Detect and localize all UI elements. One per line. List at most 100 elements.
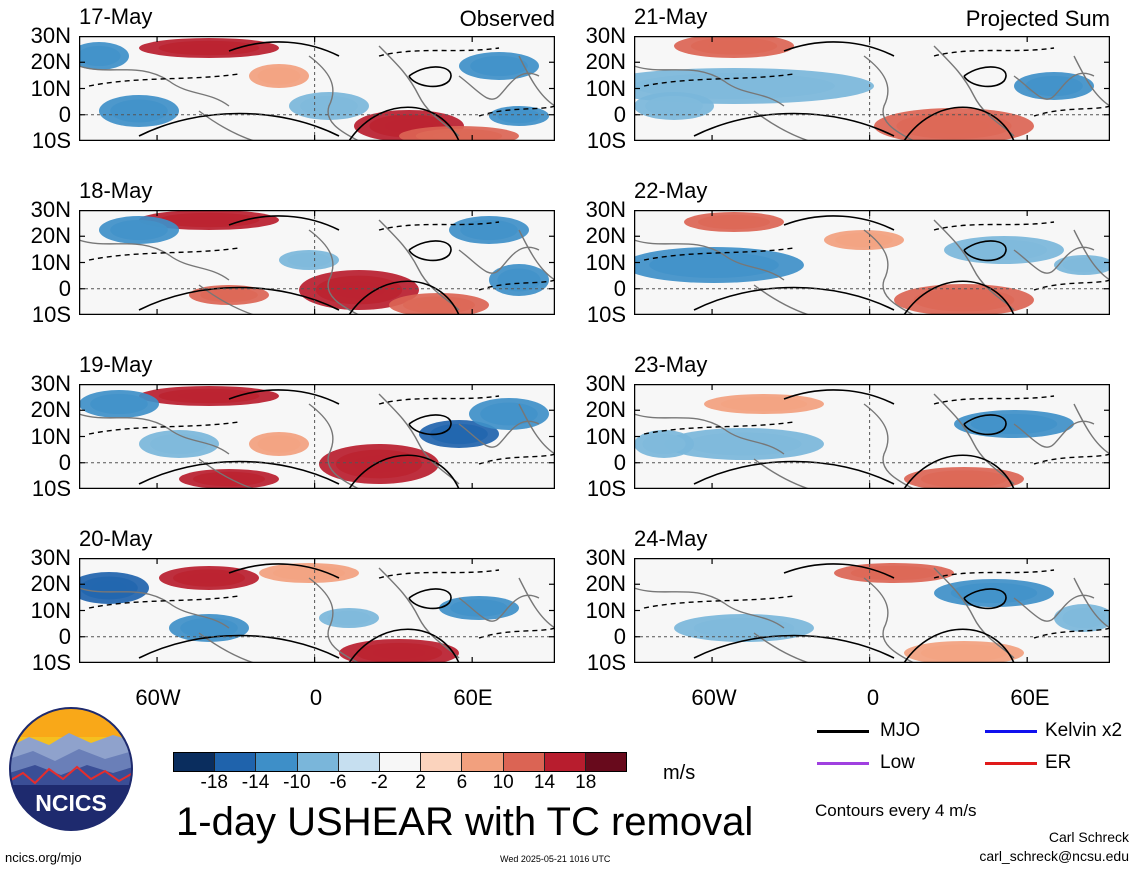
lat-label: 20N bbox=[30, 49, 71, 75]
contour-note: Contours every 4 m/s bbox=[815, 801, 977, 820]
colorbar-segment bbox=[421, 753, 463, 771]
units-label: m/s bbox=[663, 762, 696, 784]
lat-label: 10S bbox=[31, 650, 71, 675]
shear-map bbox=[634, 558, 1110, 663]
logo-text: NCICS bbox=[35, 790, 107, 816]
lat-label: 10N bbox=[585, 597, 626, 623]
colorbar-segment bbox=[256, 753, 298, 771]
lat-label: 30N bbox=[585, 197, 626, 222]
legend-line-low bbox=[817, 762, 869, 765]
lat-label: 10N bbox=[30, 75, 71, 101]
lat-label: 10S bbox=[31, 128, 71, 153]
colorbar-tick-label: 2 bbox=[415, 772, 426, 793]
lat-label: 30N bbox=[30, 545, 71, 570]
lat-label: 20N bbox=[585, 49, 626, 75]
colorbar-segment bbox=[338, 753, 380, 771]
lat-label: 10N bbox=[30, 423, 71, 449]
lat-label: 20N bbox=[585, 223, 626, 249]
panel-date-label: 17-May bbox=[79, 4, 153, 29]
lat-label: 10N bbox=[585, 249, 626, 275]
lat-label: 30N bbox=[585, 545, 626, 570]
panel-corner-label: Observed bbox=[459, 6, 555, 31]
shear-map bbox=[634, 210, 1110, 315]
lat-label: 20N bbox=[30, 223, 71, 249]
lon-label-60e: 60E bbox=[1010, 685, 1050, 710]
legend-line-kelvin bbox=[985, 730, 1037, 733]
lat-label: 10N bbox=[30, 597, 71, 623]
colorbar-tick-label: 14 bbox=[533, 772, 556, 793]
lat-label: 10S bbox=[31, 302, 71, 327]
map-panel bbox=[79, 210, 555, 315]
lat-label: 0 bbox=[613, 449, 626, 475]
colorbar-segment bbox=[379, 753, 422, 771]
lat-label: 10S bbox=[586, 302, 626, 327]
panel-date-label: 20-May bbox=[79, 526, 153, 551]
colorbar-tick-label: -2 bbox=[370, 772, 388, 793]
map-panel bbox=[79, 558, 555, 663]
shear-map bbox=[634, 384, 1110, 489]
colorbar-tick-label: 18 bbox=[575, 772, 597, 793]
colorbar-segment bbox=[174, 753, 216, 771]
lat-label: 0 bbox=[58, 623, 71, 649]
lon-label-0: 0 bbox=[309, 685, 323, 710]
lat-label: 10S bbox=[586, 650, 626, 675]
panel-date-label: 21-May bbox=[634, 4, 708, 29]
lat-label: 30N bbox=[30, 371, 71, 396]
shear-map bbox=[79, 36, 555, 141]
shear-map bbox=[634, 36, 1110, 141]
lat-label: 20N bbox=[585, 397, 626, 423]
lat-label: 10N bbox=[585, 423, 626, 449]
panel-corner-label: Projected Sum bbox=[965, 6, 1110, 31]
site-url: ncics.org/mjo bbox=[5, 850, 82, 865]
panel-date-label: 24-May bbox=[634, 526, 708, 551]
lat-label: 30N bbox=[30, 197, 71, 222]
colorbar-tick-label: -10 bbox=[283, 772, 311, 793]
colorbar-tick-label: -14 bbox=[241, 772, 270, 793]
lat-label: 30N bbox=[585, 23, 626, 48]
lat-label: 0 bbox=[58, 275, 71, 301]
colorbar-tick-label: -6 bbox=[329, 772, 347, 793]
lon-label-60e: 60E bbox=[453, 685, 493, 710]
legend-label-low: Low bbox=[880, 752, 915, 773]
legend-label-mjo: MJO bbox=[880, 720, 921, 741]
lat-label: 10S bbox=[586, 476, 626, 501]
lat-label: 20N bbox=[30, 571, 71, 597]
shear-map bbox=[79, 558, 555, 663]
shear-map bbox=[79, 210, 555, 315]
lon-label-0: 0 bbox=[866, 685, 880, 710]
lat-label: 10N bbox=[585, 75, 626, 101]
colorbar-tick-label: -18 bbox=[200, 772, 228, 793]
colorbar bbox=[173, 752, 627, 772]
panel-date-label: 18-May bbox=[79, 178, 153, 203]
map-panel bbox=[634, 558, 1110, 663]
legend-label-kelvin: Kelvin x2 bbox=[1045, 720, 1123, 741]
colorbar-tick-label: 10 bbox=[492, 772, 514, 793]
lat-label: 30N bbox=[30, 23, 71, 48]
colorbar-segment bbox=[297, 753, 339, 771]
map-panel bbox=[634, 384, 1110, 489]
lat-label: 10S bbox=[586, 128, 626, 153]
legend-line-er bbox=[985, 762, 1037, 765]
colorbar-segment bbox=[585, 753, 627, 771]
lat-label: 0 bbox=[58, 449, 71, 475]
credit-email: carl_schreck@ncsu.edu bbox=[979, 848, 1129, 864]
ncics-logo: NCICS bbox=[9, 707, 133, 831]
lon-label-60w: 60W bbox=[691, 685, 737, 710]
lon-label-60w: 60W bbox=[135, 685, 181, 710]
lat-label: 10N bbox=[30, 249, 71, 275]
timestamp: Wed 2025-05-21 1016 UTC bbox=[500, 854, 611, 864]
colorbar-segment bbox=[462, 753, 504, 771]
legend-label-er: ER bbox=[1045, 752, 1072, 773]
colorbar-tick-label: 6 bbox=[456, 772, 468, 793]
lat-label: 0 bbox=[613, 623, 626, 649]
lat-label: 20N bbox=[585, 571, 626, 597]
lat-label: 0 bbox=[58, 101, 71, 127]
legend-line-mjo bbox=[817, 730, 869, 733]
credit-name: Carl Schreck bbox=[1048, 829, 1129, 845]
map-panel bbox=[634, 36, 1110, 141]
main-title: 1-day USHEAR with TC removal bbox=[176, 800, 754, 844]
panel-date-label: 23-May bbox=[634, 352, 708, 377]
lat-label: 10S bbox=[31, 476, 71, 501]
lat-label: 0 bbox=[613, 275, 626, 301]
panel-date-label: 19-May bbox=[79, 352, 153, 377]
